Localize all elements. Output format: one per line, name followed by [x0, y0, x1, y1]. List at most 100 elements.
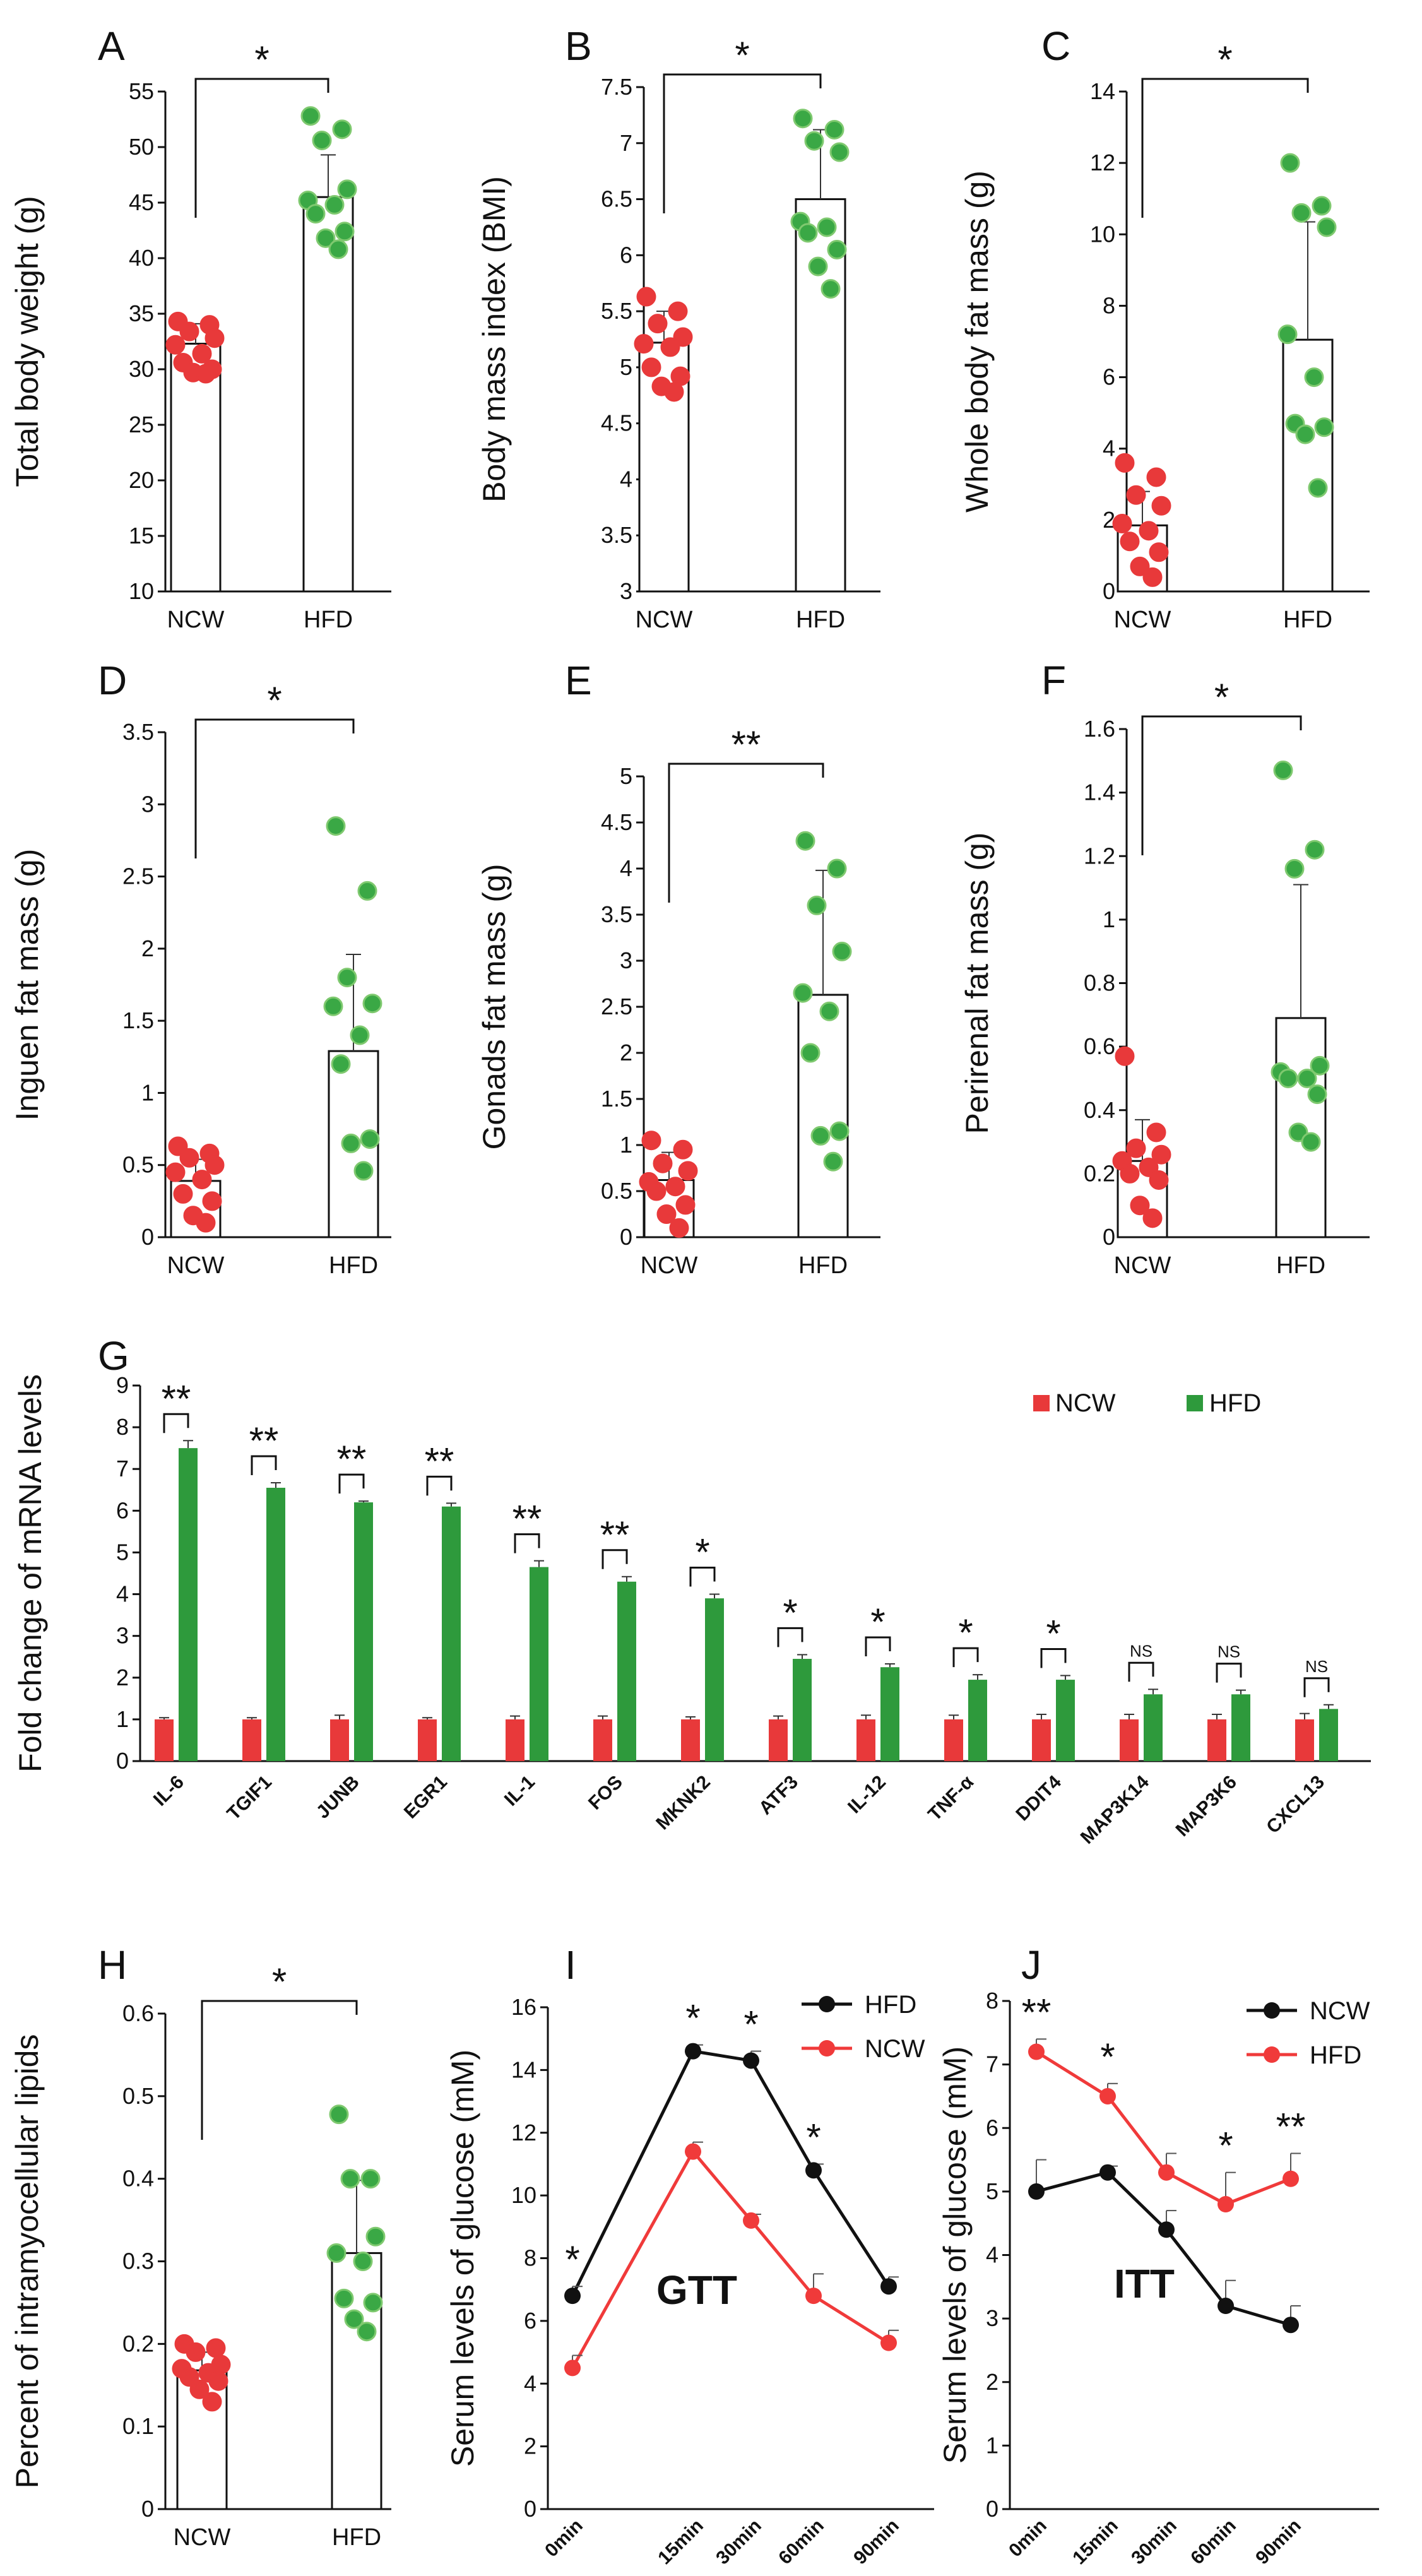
panel-letter: D [98, 658, 127, 703]
data-point [1149, 1170, 1169, 1190]
data-point [186, 2342, 206, 2362]
x-tick-label: HFD [796, 607, 845, 633]
bar-hfd [354, 1502, 373, 1761]
legend-marker [819, 1996, 835, 2012]
y-tick-label: 0 [986, 2496, 998, 2522]
data-point [1146, 1122, 1166, 1143]
significance-bracket [1303, 1677, 1330, 1697]
significance-bracket [689, 1567, 716, 1587]
data-point [827, 858, 847, 879]
panel-letter: J [1021, 1942, 1041, 1988]
y-tick-label: 8 [986, 1988, 998, 2014]
y-tick-label: 0 [116, 1748, 129, 1774]
y-tick-label: 0.4 [1084, 1097, 1115, 1123]
data-point [1151, 1144, 1171, 1165]
bar-hfd [1231, 1694, 1250, 1761]
test-label: GTT [656, 2267, 737, 2313]
data-point [1317, 217, 1337, 237]
panel-F: F 0 0.2 0.4 0.6 0.8 1 1.2 1.4 1.6 Perirenal fat ma… [959, 658, 1370, 1279]
y-axis-title: Inguen fat mass (g) [9, 849, 45, 1121]
y-tick-label: 7.5 [601, 74, 632, 100]
bar-ncw [856, 1719, 875, 1761]
data-point [824, 119, 844, 139]
significance-bracket [1040, 1647, 1067, 1668]
data-point [316, 228, 336, 248]
significance-label: * [783, 1591, 797, 1634]
x-tick-label: HFD [329, 1252, 378, 1279]
y-tick-label: 9 [116, 1372, 129, 1398]
significance-label: NS [1305, 1657, 1328, 1676]
bar [797, 994, 849, 1238]
significance-label: NS [1130, 1641, 1152, 1660]
significance-bracket [426, 1475, 453, 1496]
significance-label: NS [1218, 1642, 1240, 1661]
data-point [353, 2252, 373, 2271]
y-tick-label: 5 [116, 1539, 129, 1565]
significance-label: ** [1022, 1991, 1052, 2033]
bar-ncw [1295, 1719, 1314, 1761]
legend-label: NCW [1310, 1997, 1370, 2025]
bar-ncw [944, 1719, 963, 1761]
data-point [202, 1191, 222, 1211]
significance-label: * [1046, 1612, 1060, 1654]
panel-letter: C [1041, 23, 1070, 69]
x-tick-label: MAP3K14 [1077, 1771, 1153, 1848]
y-tick-label: 8 [1103, 292, 1115, 318]
data-point [1028, 2043, 1045, 2060]
bar-ncw [769, 1719, 788, 1761]
x-tick-label: HFD [1276, 1252, 1325, 1279]
significance-bracket [338, 1473, 365, 1494]
y-axis-title: Serum levels of glucose (mM) [445, 2050, 480, 2467]
y-tick-label: 4 [524, 2370, 536, 2396]
significance-bracket [865, 1636, 891, 1656]
y-tick-label: 2 [986, 2369, 998, 2395]
data-point [673, 327, 693, 347]
data-point [360, 1129, 380, 1149]
data-point [196, 1213, 216, 1233]
significance-bracket [1128, 1661, 1154, 1682]
data-point [821, 279, 841, 299]
significance-label: * [870, 1601, 885, 1643]
y-tick-label: 6 [620, 242, 632, 268]
significance-label: ** [162, 1377, 191, 1420]
x-tick-label: NCW [167, 1252, 225, 1279]
data-point [743, 2052, 759, 2069]
panel-letter: H [98, 1942, 127, 1988]
significance-bracket [251, 1455, 277, 1476]
y-tick-label: 0 [1103, 578, 1115, 604]
data-point [208, 2371, 228, 2391]
data-point [341, 1133, 361, 1153]
bar-hfd [705, 1598, 724, 1761]
data-point [328, 239, 348, 259]
bar-hfd [880, 1667, 899, 1761]
data-point [204, 328, 225, 348]
legend-marker [1264, 2046, 1280, 2063]
x-tick-label: 90min [1252, 2515, 1305, 2569]
y-tick-label: 3 [116, 1623, 129, 1649]
y-tick-label: 2.5 [601, 994, 632, 1019]
data-point [1310, 1055, 1330, 1076]
significance-label: ** [425, 1440, 454, 1482]
significance-label: * [565, 2238, 579, 2281]
x-tick-label: IL-6 [150, 1772, 188, 1810]
y-tick-label: 4.5 [601, 410, 632, 436]
y-tick-label: 16 [511, 1994, 536, 2020]
bar-ncw [593, 1719, 612, 1761]
data-point [880, 2334, 897, 2351]
data-point [793, 983, 813, 1003]
data-point [793, 109, 813, 129]
data-point [743, 2212, 759, 2229]
y-axis-title: Perirenal fat mass (g) [959, 833, 995, 1134]
x-tick-label: NCW [1114, 1252, 1171, 1279]
y-tick-label: 10 [1090, 221, 1115, 247]
y-tick-label: 0.1 [122, 2413, 154, 2439]
data-point [305, 204, 326, 224]
data-point [179, 321, 199, 341]
data-point [685, 2143, 701, 2160]
y-tick-label: 30 [129, 356, 154, 382]
data-point [1099, 2087, 1116, 2104]
y-tick-label: 4 [620, 466, 632, 492]
significance-bracket [194, 718, 355, 858]
